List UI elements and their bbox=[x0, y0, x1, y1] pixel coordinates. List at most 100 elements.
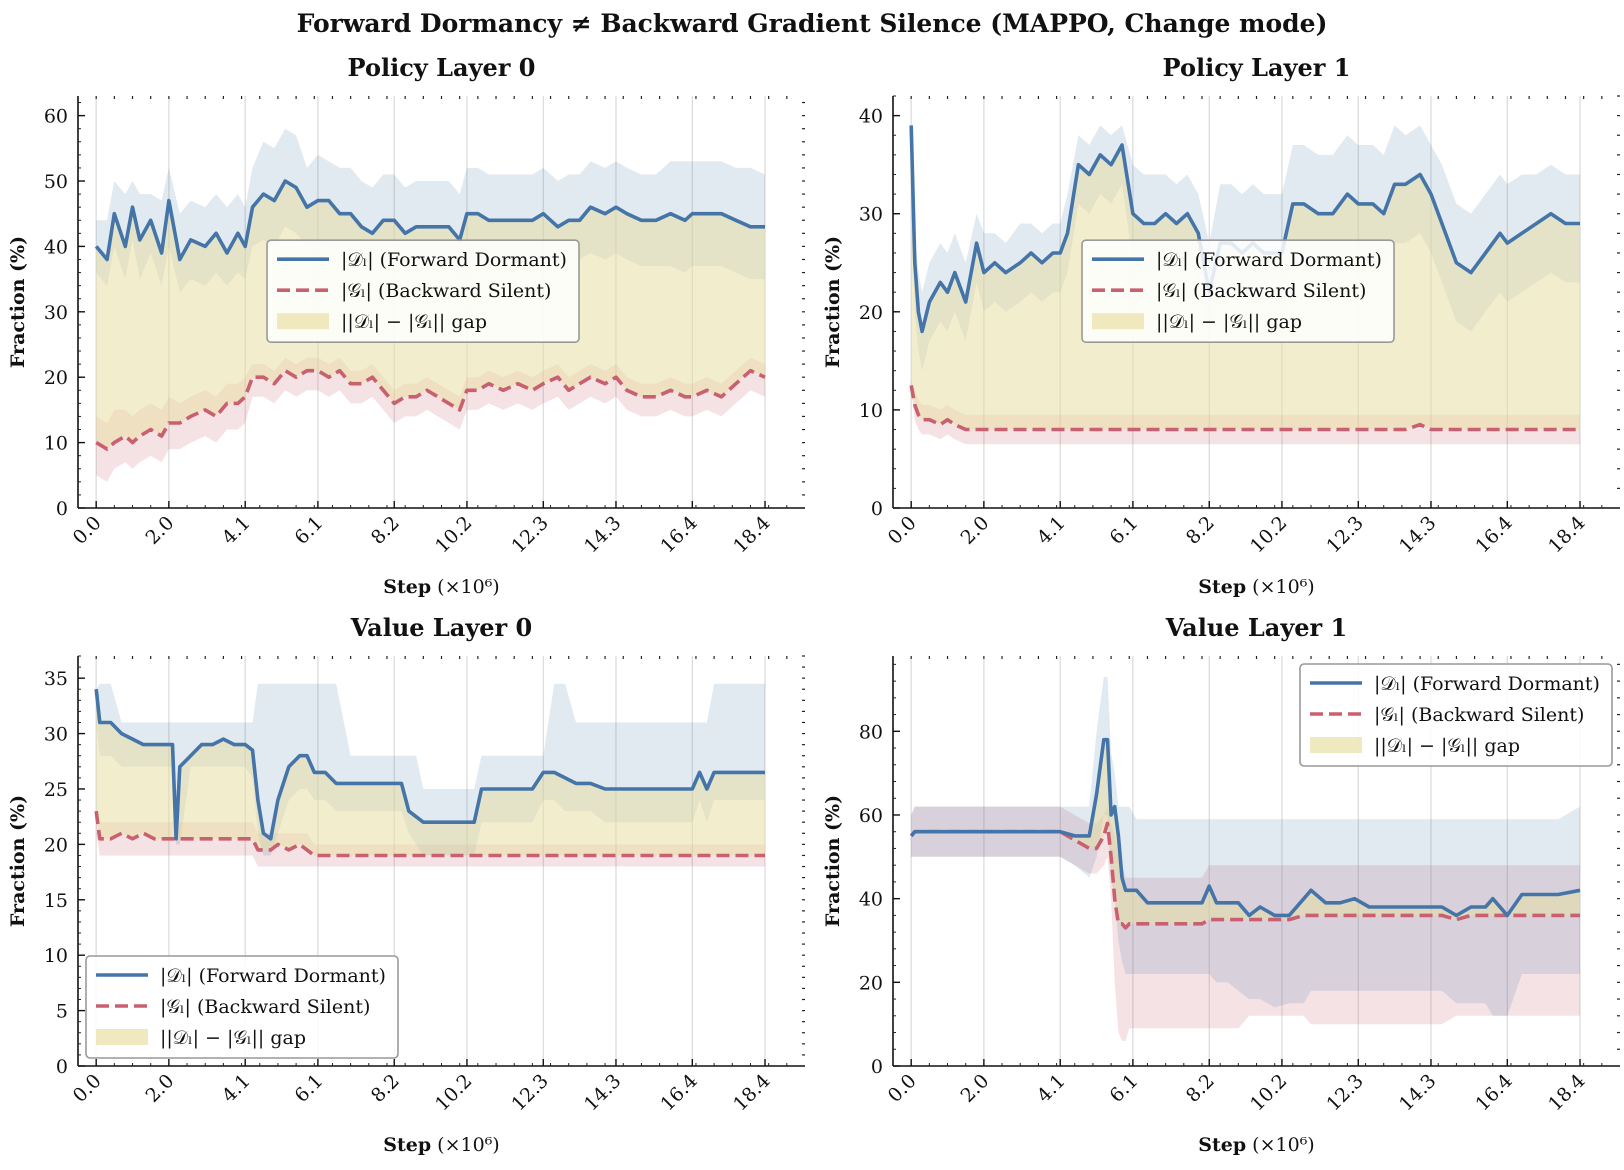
y-tick-label: 30 bbox=[859, 204, 883, 226]
x-tick-label: 14.3 bbox=[1395, 1070, 1440, 1115]
x-tick-label: 8.2 bbox=[1182, 512, 1219, 549]
y-tick-label: 20 bbox=[44, 367, 68, 389]
chart-panel: Policy Layer 1 0.0 2.0 4.1 6.1 8.2 10.2 12.3 14.… bbox=[822, 53, 1620, 598]
y-axis-label: Fraction (%) bbox=[7, 236, 29, 368]
y-axis-label: Fraction (%) bbox=[7, 795, 29, 927]
x-tick-label: 16.4 bbox=[1471, 512, 1516, 557]
y-tick-label: 25 bbox=[44, 779, 68, 801]
backward-band bbox=[96, 357, 765, 482]
x-tick-label: 8.2 bbox=[1182, 1070, 1219, 1107]
chart-panel: Value Layer 1 0.0 2.0 4.1 6.1 8.2 10.2 12.3 14.3… bbox=[822, 613, 1620, 1156]
x-tick-label: 14.3 bbox=[580, 1070, 625, 1115]
legend-label: |𝒢ₗ| (Backward Silent) bbox=[1374, 704, 1584, 726]
y-tick-label: 60 bbox=[859, 805, 883, 827]
legend-label: |𝒟ₗ| (Forward Dormant) bbox=[1156, 249, 1382, 271]
panel-title: Value Layer 0 bbox=[350, 613, 533, 642]
x-tick-label: 18.4 bbox=[729, 512, 774, 557]
x-tick-label: 4.1 bbox=[1033, 1070, 1070, 1107]
x-tick-label: 2.0 bbox=[141, 512, 178, 549]
x-tick-label: 16.4 bbox=[656, 1070, 701, 1115]
x-tick-label: 6.1 bbox=[1106, 512, 1143, 549]
x-tick-label: 0.0 bbox=[69, 512, 106, 549]
y-tick-label: 20 bbox=[44, 834, 68, 856]
y-tick-label: 10 bbox=[44, 945, 68, 967]
x-tick-label: 10.2 bbox=[431, 512, 476, 557]
x-tick-label: 12.3 bbox=[507, 1070, 552, 1115]
y-tick-label: 5 bbox=[56, 1001, 68, 1023]
plot-area bbox=[94, 656, 766, 1066]
legend-label: ||𝒟ₗ| − |𝒢ₗ|| gap bbox=[341, 311, 487, 333]
legend-label: |𝒢ₗ| (Backward Silent) bbox=[341, 280, 551, 302]
panel-title: Policy Layer 0 bbox=[348, 53, 536, 82]
panel-title: Value Layer 1 bbox=[1165, 613, 1348, 642]
y-tick-label: 50 bbox=[44, 171, 68, 193]
forward-dormant-line bbox=[94, 689, 765, 841]
x-tick-label: 16.4 bbox=[656, 512, 701, 557]
minor-ticks bbox=[893, 95, 1620, 509]
x-tick-label: 0.0 bbox=[884, 1070, 921, 1107]
x-tick-label: 4.1 bbox=[1033, 512, 1070, 549]
legend-swatch-gap bbox=[1310, 737, 1362, 753]
x-tick-label: 18.4 bbox=[1544, 512, 1589, 557]
legend-label: ||𝒟ₗ| − |𝒢ₗ|| gap bbox=[1374, 735, 1520, 757]
x-axis-label: Step (×10⁶) bbox=[1198, 1134, 1314, 1156]
legend: |𝒟ₗ| (Forward Dormant) |𝒢ₗ| (Backward Sil… bbox=[85, 955, 399, 1059]
legend-frame bbox=[1081, 239, 1395, 343]
legend-frame bbox=[266, 239, 580, 343]
panels: Policy Layer 0 0.0 2.0 4.1 6.1 8.2 10.2 12.3 14.… bbox=[7, 53, 1620, 1156]
x-tick-label: 8.2 bbox=[367, 512, 404, 549]
x-tick-label: 12.3 bbox=[1322, 512, 1367, 557]
forward-dormant-line bbox=[909, 737, 1581, 918]
x-tick-label: 10.2 bbox=[431, 1070, 476, 1115]
y-tick-label: 80 bbox=[859, 721, 883, 743]
x-tick-label: 12.3 bbox=[1322, 1070, 1367, 1115]
x-tick-label: 18.4 bbox=[729, 1070, 774, 1115]
legend-label: |𝒢ₗ| (Backward Silent) bbox=[160, 996, 370, 1018]
chart-panel: Value Layer 0 0.0 2.0 4.1 6.1 8.2 10.2 12.3 14.3… bbox=[7, 613, 805, 1156]
x-tick-label: 6.1 bbox=[291, 1070, 328, 1107]
legend-swatch-gap bbox=[1092, 313, 1145, 330]
legend-label: |𝒟ₗ| (Forward Dormant) bbox=[1374, 673, 1600, 695]
x-tick-label: 0.0 bbox=[884, 512, 921, 549]
y-tick-label: 0 bbox=[871, 498, 883, 520]
backward-silent-line bbox=[95, 368, 766, 451]
y-tick-label: 10 bbox=[44, 433, 68, 455]
x-tick-label: 14.3 bbox=[580, 512, 625, 557]
legend-label: ||𝒟ₗ| − |𝒢ₗ|| gap bbox=[1156, 311, 1302, 333]
y-tick-label: 40 bbox=[859, 889, 883, 911]
x-tick-label: 4.1 bbox=[218, 512, 255, 549]
legend-frame bbox=[85, 955, 399, 1059]
backward-band bbox=[911, 806, 1580, 1041]
x-tick-label: 10.2 bbox=[1246, 512, 1291, 557]
y-tick-label: 30 bbox=[44, 302, 68, 324]
y-tick-label: 20 bbox=[859, 972, 883, 994]
chart-panel: Policy Layer 0 0.0 2.0 4.1 6.1 8.2 10.2 12.3 14.… bbox=[7, 53, 805, 598]
legend-swatch-gap bbox=[96, 1029, 148, 1045]
y-tick-label: 35 bbox=[44, 668, 68, 690]
x-tick-label: 2.0 bbox=[956, 1070, 993, 1107]
x-tick-label: 0.0 bbox=[69, 1070, 106, 1107]
forward-dormant-line bbox=[94, 179, 765, 262]
legend-label: |𝒢ₗ| (Backward Silent) bbox=[1156, 280, 1366, 302]
y-tick-label: 0 bbox=[56, 1056, 68, 1078]
plot-area bbox=[909, 656, 1581, 1066]
y-tick-label: 10 bbox=[859, 400, 883, 422]
y-tick-label: 0 bbox=[56, 498, 68, 520]
gap-fill bbox=[96, 689, 765, 856]
x-tick-label: 6.1 bbox=[291, 512, 328, 549]
x-tick-label: 12.3 bbox=[507, 512, 552, 557]
x-tick-label: 6.1 bbox=[1106, 1070, 1143, 1107]
legend-label: |𝒟ₗ| (Forward Dormant) bbox=[341, 249, 567, 271]
x-axis-label: Step (×10⁶) bbox=[1198, 576, 1314, 598]
backward-silent-line bbox=[94, 810, 765, 858]
x-tick-label: 8.2 bbox=[367, 1070, 404, 1107]
y-tick-label: 20 bbox=[859, 302, 883, 324]
y-tick-label: 15 bbox=[44, 890, 68, 912]
x-axis-label: Step (×10⁶) bbox=[383, 1134, 499, 1156]
figure-suptitle: Forward Dormancy ≠ Backward Gradient Sil… bbox=[297, 9, 1328, 38]
x-tick-label: 10.2 bbox=[1246, 1070, 1291, 1115]
panel-title: Policy Layer 1 bbox=[1163, 53, 1351, 82]
legend-label: ||𝒟ₗ| − |𝒢ₗ|| gap bbox=[160, 1027, 306, 1049]
minor-ticks bbox=[78, 96, 805, 509]
